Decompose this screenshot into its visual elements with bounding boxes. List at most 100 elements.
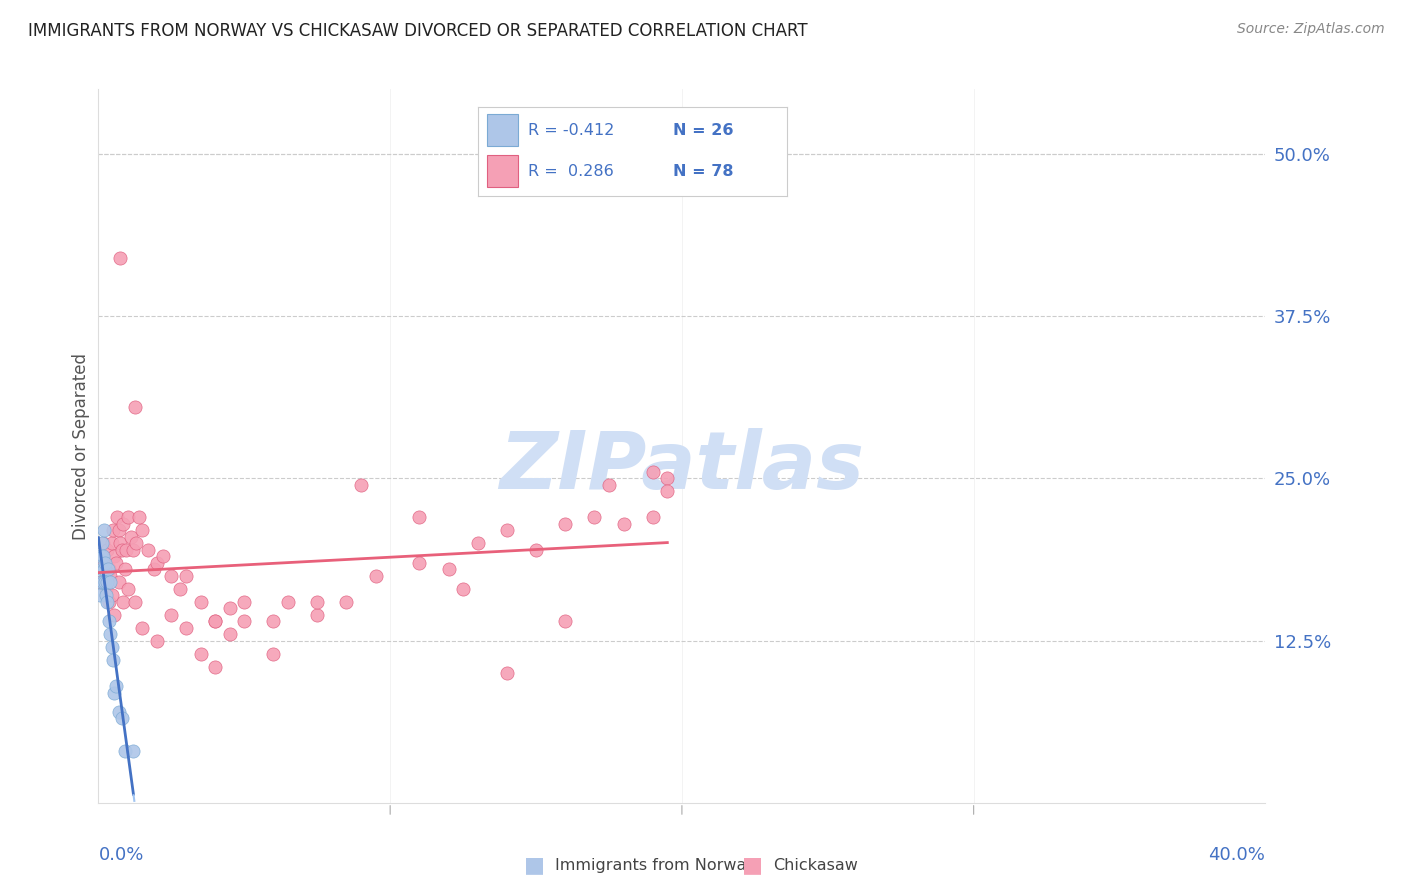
Point — [104, 679, 127, 693]
Point — [93, 524, 115, 538]
Point — [335, 595, 357, 609]
Text: N = 78: N = 78 — [673, 164, 734, 178]
Point — [101, 524, 124, 538]
Point — [437, 562, 460, 576]
Point — [174, 621, 197, 635]
Point — [93, 556, 115, 570]
Point — [657, 484, 679, 499]
Point — [90, 575, 112, 590]
Point — [128, 510, 150, 524]
Point — [94, 582, 117, 596]
Point — [262, 614, 284, 628]
Point — [97, 562, 120, 576]
Text: ZIPatlas: ZIPatlas — [499, 428, 865, 507]
Point — [103, 685, 125, 699]
Point — [111, 542, 134, 557]
Point — [91, 575, 114, 590]
Point — [96, 542, 118, 557]
Point — [90, 575, 112, 590]
Point — [204, 614, 226, 628]
Point — [100, 640, 122, 654]
Point — [131, 524, 153, 538]
Point — [97, 595, 120, 609]
Point — [98, 568, 121, 582]
Text: ■: ■ — [524, 855, 544, 875]
Point — [218, 601, 240, 615]
Point — [124, 400, 146, 414]
Point — [131, 621, 153, 635]
Bar — [488, 155, 519, 187]
Point — [103, 607, 125, 622]
Point — [111, 711, 134, 725]
Point — [524, 542, 547, 557]
Point — [350, 478, 373, 492]
Point — [96, 595, 118, 609]
Point — [120, 530, 142, 544]
Point — [641, 510, 664, 524]
Point — [233, 595, 256, 609]
Point — [112, 595, 135, 609]
Point — [142, 562, 165, 576]
Text: IMMIGRANTS FROM NORWAY VS CHICKASAW DIVORCED OR SEPARATED CORRELATION CHART: IMMIGRANTS FROM NORWAY VS CHICKASAW DIVO… — [28, 22, 807, 40]
Point — [152, 549, 174, 564]
Text: R =  0.286: R = 0.286 — [527, 164, 613, 178]
Y-axis label: Divorced or Separated: Divorced or Separated — [72, 352, 90, 540]
Point — [408, 510, 430, 524]
Point — [125, 536, 148, 550]
Point — [495, 666, 517, 681]
Point — [101, 653, 124, 667]
Point — [103, 549, 125, 564]
Point — [190, 647, 212, 661]
Point — [554, 516, 576, 531]
Text: R = -0.412: R = -0.412 — [527, 123, 614, 137]
Point — [204, 614, 226, 628]
Text: N = 26: N = 26 — [673, 123, 734, 137]
Point — [115, 542, 138, 557]
Point — [94, 556, 117, 570]
Point — [190, 595, 212, 609]
Point — [98, 627, 121, 641]
Point — [136, 542, 159, 557]
Point — [108, 524, 131, 538]
Point — [307, 595, 329, 609]
Point — [124, 595, 146, 609]
Point — [364, 568, 387, 582]
Point — [90, 549, 112, 564]
Point — [90, 562, 112, 576]
Point — [174, 568, 197, 582]
Point — [467, 536, 489, 550]
Point — [169, 582, 191, 596]
Point — [307, 607, 329, 622]
Point — [554, 614, 576, 628]
Point — [98, 575, 121, 590]
Point — [146, 556, 169, 570]
Point — [112, 516, 135, 531]
Point — [114, 562, 136, 576]
Point — [598, 478, 620, 492]
Point — [93, 562, 115, 576]
Point — [262, 647, 284, 661]
Point — [94, 562, 117, 576]
Point — [91, 536, 114, 550]
Point — [91, 536, 114, 550]
Point — [160, 607, 183, 622]
Point — [97, 614, 120, 628]
Text: Immigrants from Norway: Immigrants from Norway — [555, 858, 756, 872]
Point — [108, 575, 131, 590]
Point — [91, 549, 114, 564]
Bar — [488, 114, 519, 146]
Point — [612, 516, 634, 531]
Point — [105, 510, 128, 524]
Point — [96, 575, 118, 590]
Point — [89, 588, 111, 602]
Point — [408, 556, 430, 570]
Text: Chickasaw: Chickasaw — [773, 858, 858, 872]
Point — [583, 510, 606, 524]
Text: ■: ■ — [742, 855, 762, 875]
Point — [641, 465, 664, 479]
Point — [495, 524, 517, 538]
Point — [218, 627, 240, 641]
Point — [657, 471, 679, 485]
Point — [204, 659, 226, 673]
Point — [122, 542, 145, 557]
